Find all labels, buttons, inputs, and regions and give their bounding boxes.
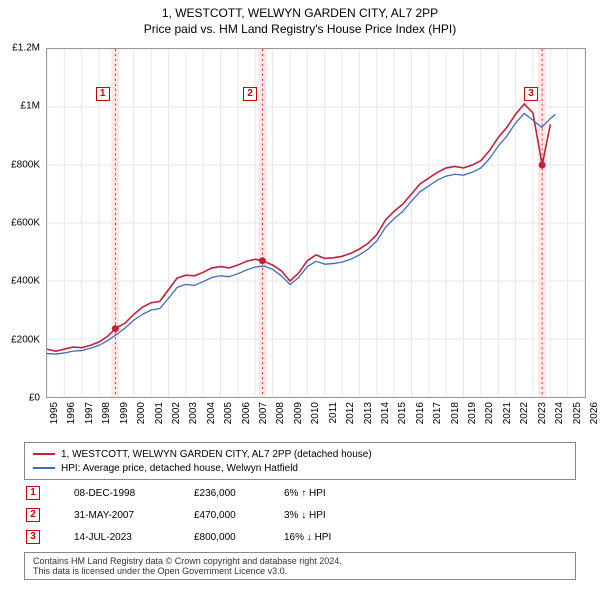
sale-price: £236,000 [194,488,274,499]
x-tick-label: 2021 [502,402,513,424]
x-tick-label: 2015 [397,402,408,424]
x-tick-label: 2004 [206,402,217,424]
x-tick-label: 2013 [363,402,374,424]
y-axis-ticks: £0£200K£400K£600K£800K£1M£1.2M [0,48,44,398]
sale-marker-label: 3 [26,530,40,544]
x-tick-label: 2007 [258,402,269,424]
legend-text: HPI: Average price, detached house, Welw… [61,463,298,474]
legend: 1, WESTCOTT, WELWYN GARDEN CITY, AL7 2PP… [24,442,576,480]
x-tick-label: 2017 [432,402,443,424]
x-tick-label: 2018 [450,402,461,424]
x-tick-label: 2003 [188,402,199,424]
legend-row: HPI: Average price, detached house, Welw… [33,461,567,475]
chart-svg [47,49,585,397]
x-tick-label: 2024 [554,402,565,424]
x-tick-label: 1997 [84,402,95,424]
x-tick-label: 2001 [154,402,165,424]
x-tick-label: 2009 [293,402,304,424]
y-tick-label: £800K [11,159,40,170]
sale-marker-label: 2 [26,508,40,522]
x-tick-label: 2005 [223,402,234,424]
x-tick-label: 2008 [275,402,286,424]
x-tick-label: 2016 [415,402,426,424]
x-tick-label: 2002 [171,402,182,424]
x-tick-label: 2019 [467,402,478,424]
footer-line1: Contains HM Land Registry data © Crown c… [33,556,567,566]
x-tick-label: 2014 [380,402,391,424]
x-tick-label: 2010 [310,402,321,424]
x-tick-label: 2026 [589,402,600,424]
x-tick-label: 2022 [519,402,530,424]
sale-hpi-delta: 16% ↓ HPI [284,532,384,543]
x-axis-ticks: 1995 1996 1997 1998 1999 2000 2001 2002 2003 2004… [46,400,586,440]
sale-row: 3 14-JUL-2023 £800,000 16% ↓ HPI [24,526,576,548]
x-tick-label: 2000 [136,402,147,424]
y-tick-label: £200K [11,334,40,345]
sale-hpi-delta: 6% ↑ HPI [284,488,384,499]
x-tick-label: 2011 [328,402,339,424]
legend-text: 1, WESTCOTT, WELWYN GARDEN CITY, AL7 2PP… [61,449,372,460]
legend-swatch [33,453,55,455]
sale-marker-label: 1 [26,486,40,500]
y-tick-label: £1.2M [12,43,40,54]
x-tick-label: 2012 [345,402,356,424]
x-tick-label: 2023 [537,402,548,424]
sale-date: 08-DEC-1998 [74,488,184,499]
sale-price: £470,000 [194,510,274,521]
sales-table: 1 08-DEC-1998 £236,000 6% ↑ HPI 2 31-MAY-2007… [24,482,576,548]
x-tick-label: 2020 [484,402,495,424]
y-tick-label: £1M [21,101,40,112]
sale-row: 1 08-DEC-1998 £236,000 6% ↑ HPI [24,482,576,504]
sale-marker-3: 3 [524,87,538,101]
x-tick-label: 1999 [119,402,130,424]
x-tick-label: 2025 [572,402,583,424]
sale-row: 2 31-MAY-2007 £470,000 3% ↓ HPI [24,504,576,526]
title-line1: 1, WESTCOTT, WELWYN GARDEN CITY, AL7 2PP [0,6,600,20]
x-tick-label: 1998 [101,402,112,424]
y-tick-label: £600K [11,218,40,229]
legend-swatch [33,467,55,469]
x-tick-label: 1996 [66,402,77,424]
chart-plot-area: 1 2 3 [46,48,586,398]
sale-marker-1: 1 [96,87,110,101]
y-tick-label: £0 [29,393,40,404]
legend-row: 1, WESTCOTT, WELWYN GARDEN CITY, AL7 2PP… [33,447,567,461]
y-tick-label: £400K [11,276,40,287]
footer: Contains HM Land Registry data © Crown c… [24,552,576,580]
sale-price: £800,000 [194,532,274,543]
sale-date: 31-MAY-2007 [74,510,184,521]
x-tick-label: 1995 [49,402,60,424]
x-tick-label: 2006 [241,402,252,424]
footer-line2: This data is licensed under the Open Gov… [33,566,567,576]
sale-date: 14-JUL-2023 [74,532,184,543]
sale-marker-2: 2 [243,87,257,101]
sale-hpi-delta: 3% ↓ HPI [284,510,384,521]
title-line2: Price paid vs. HM Land Registry's House … [0,22,600,36]
chart-title-block: 1, WESTCOTT, WELWYN GARDEN CITY, AL7 2PP… [0,0,600,38]
